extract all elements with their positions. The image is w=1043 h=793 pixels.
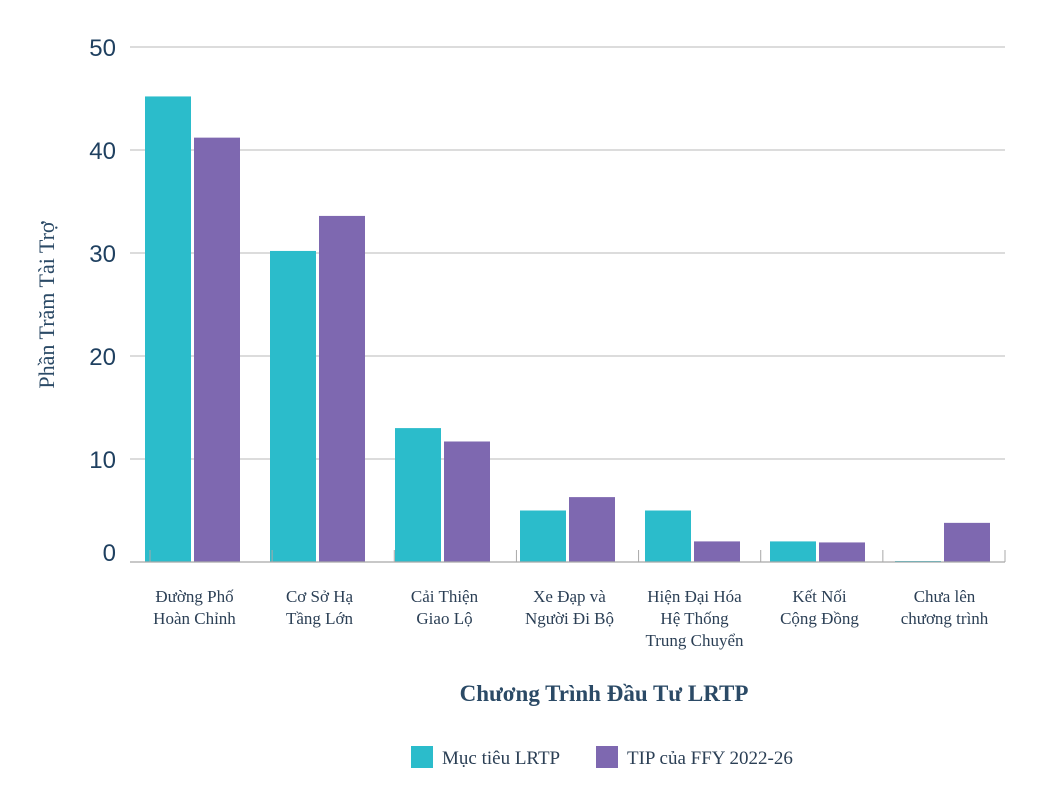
category-label: Hiện Đại Hóa Hệ Thống Trung Chuyển [645, 587, 744, 650]
bar-muc-tieu-lrtp-4 [645, 510, 691, 562]
bar-tip-ffy-2022-26-0 [194, 137, 240, 562]
bar-muc-tieu-lrtp-3 [520, 510, 566, 562]
category-label-line: Cải Thiện [411, 587, 479, 606]
category-label: Xe Đạp và Người Đi Bộ [525, 587, 614, 628]
category-label-line: Người Đi Bộ [525, 609, 614, 628]
y-tick-label: 20 [89, 344, 116, 371]
bar-muc-tieu-lrtp-0 [145, 96, 191, 562]
legend-swatch [411, 746, 433, 768]
category-label-line: Tầng Lớn [286, 609, 354, 628]
legend-entry: TIP của FFY 2022-26 [627, 748, 793, 769]
y-tick-label: 40 [89, 138, 116, 165]
grid-lines [130, 46, 1005, 460]
bar-tip-ffy-2022-26-6 [944, 522, 990, 562]
category-label-line: Đường Phố [155, 587, 234, 606]
category-label-line: Hệ Thống [660, 609, 729, 628]
category-label-line: Chưa lên [914, 587, 976, 606]
y-tick-label: 10 [89, 447, 116, 474]
category-label-line: Cộng Đồng [780, 609, 859, 628]
category-label-line: Hiện Đại Hóa [647, 587, 742, 606]
legend: Mục tiêu LRTP TIP của FFY 2022-26 [411, 746, 793, 769]
bars [145, 96, 990, 563]
category-label: Kết Nối Cộng Đồng [780, 587, 859, 628]
bar-tip-ffy-2022-26-3 [569, 497, 615, 562]
y-tick-label: 0 [103, 540, 116, 567]
bar-tip-ffy-2022-26-2 [444, 441, 490, 562]
category-label-line: Xe Đạp và [533, 587, 606, 606]
bar-tip-ffy-2022-26-1 [319, 215, 365, 563]
bar-muc-tieu-lrtp-5 [770, 541, 816, 562]
category-labels: Đường Phố Hoàn Chỉnh Cơ Sở Hạ Tầng Lớn Cải T… [153, 587, 989, 650]
y-tick-label: 30 [89, 241, 116, 268]
category-label: Chưa lên chương trình [901, 587, 989, 628]
legend-swatch [596, 746, 618, 768]
category-label-line: Cơ Sở Hạ [286, 587, 354, 606]
y-tick-label: 50 [89, 35, 116, 62]
bar-muc-tieu-lrtp-1 [270, 250, 316, 562]
category-label-line: Trung Chuyển [645, 631, 744, 650]
category-label-line: Kết Nối [792, 587, 847, 606]
bar-muc-tieu-lrtp-2 [395, 428, 441, 562]
category-label-line: Giao Lộ [416, 609, 472, 628]
category-label: Cải Thiện Giao Lộ [411, 587, 479, 628]
bar-tip-ffy-2022-26-4 [694, 541, 740, 562]
category-label-line: chương trình [901, 609, 989, 628]
bar-tip-ffy-2022-26-5 [819, 542, 865, 562]
category-label-line: Hoàn Chỉnh [153, 609, 236, 628]
x-axis-label: Chương Trình Đầu Tư LRTP [460, 681, 749, 706]
category-label: Đường Phố Hoàn Chỉnh [153, 587, 236, 628]
y-axis-label: Phần Trăm Tài Trợ [34, 221, 59, 388]
y-axis-ticks: 0 10 20 30 40 50 [89, 35, 116, 567]
x-axis [130, 550, 1006, 563]
legend-entry: Mục tiêu LRTP [442, 748, 560, 769]
category-label: Cơ Sở Hạ Tầng Lớn [286, 587, 354, 628]
